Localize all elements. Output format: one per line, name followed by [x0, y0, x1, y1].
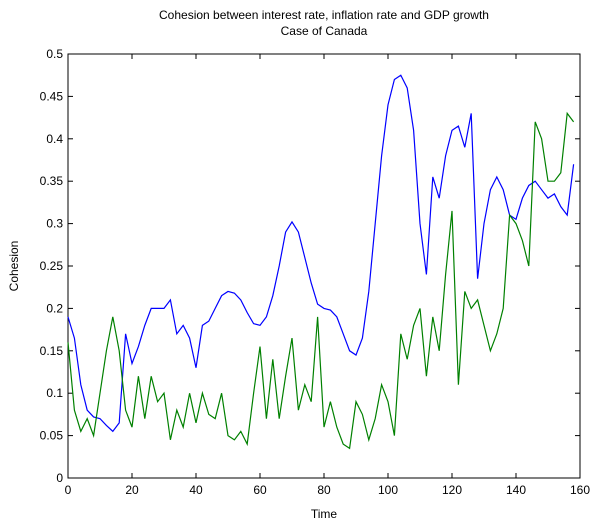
- x-tick-label: 160: [570, 483, 590, 497]
- y-tick-label: 0.25: [40, 259, 64, 273]
- x-tick-label: 120: [442, 483, 462, 497]
- x-tick-label: 60: [253, 483, 267, 497]
- chart-title: Cohesion between interest rate, inflatio…: [159, 8, 489, 22]
- x-tick-label: 0: [65, 483, 72, 497]
- y-tick-label: 0.45: [40, 89, 64, 103]
- x-tick-label: 40: [189, 483, 203, 497]
- x-tick-label: 100: [378, 483, 398, 497]
- y-tick-label: 0.1: [46, 386, 63, 400]
- x-axis-label: Time: [311, 507, 338, 521]
- y-tick-label: 0.4: [46, 132, 63, 146]
- series-line: [67, 74, 575, 433]
- x-tick-label: 80: [317, 483, 331, 497]
- series-line: [67, 111, 575, 450]
- y-tick-label: 0.3: [46, 217, 63, 231]
- x-tick-label: 20: [125, 483, 139, 497]
- y-tick-label: 0.2: [46, 301, 63, 315]
- y-axis-label: Cohesion: [7, 241, 21, 292]
- y-tick-label: 0.5: [46, 47, 63, 61]
- y-tick-label: 0: [56, 471, 63, 485]
- chart-subtitle: Case of Canada: [281, 24, 368, 38]
- y-tick-label: 0.05: [40, 429, 64, 443]
- y-tick-label: 0.15: [40, 344, 64, 358]
- y-tick-label: 0.35: [40, 174, 64, 188]
- x-tick-label: 140: [506, 483, 526, 497]
